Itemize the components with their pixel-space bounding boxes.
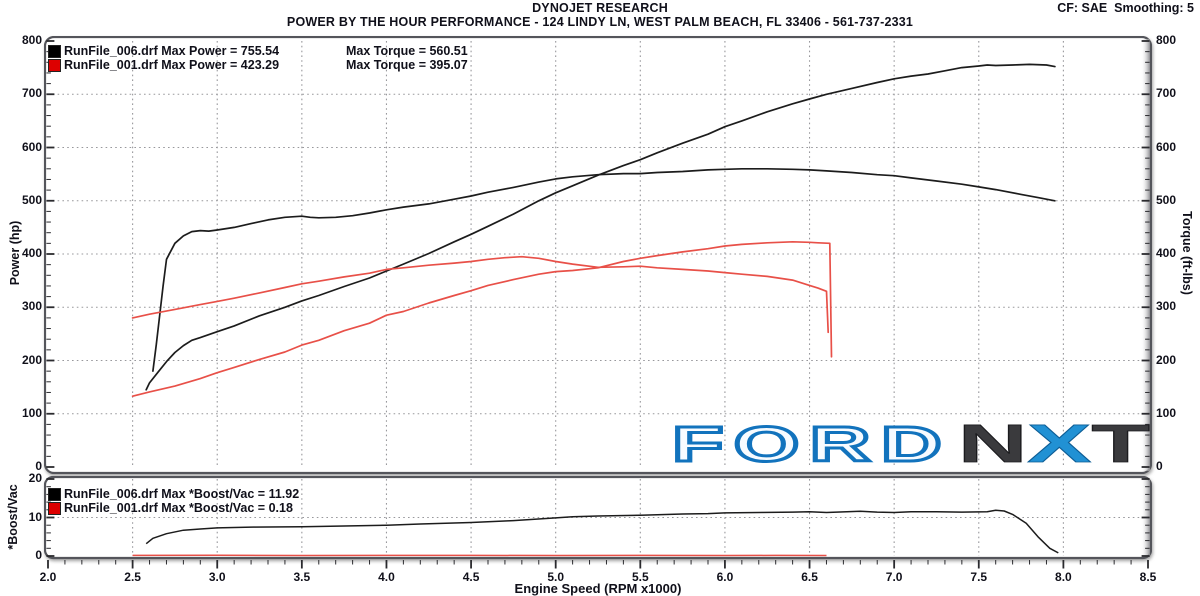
- legend-row-boost-run001: RunFile_001.drf Max *Boost/Vac = 0.18: [48, 501, 299, 515]
- run001-torque-curve: [131, 255, 830, 334]
- run006-power-curve: [145, 63, 1056, 391]
- boost-tick-label: 10: [28, 509, 42, 524]
- boost-chart: [44, 476, 1152, 560]
- run006-boost-curve: [145, 509, 1059, 554]
- power-torque-chart: [44, 36, 1152, 474]
- rpm-tick-label: 3.5: [293, 570, 311, 584]
- smoothing-label: Smoothing: 5: [1114, 1, 1194, 15]
- torque-tick-label: 300: [1156, 299, 1177, 314]
- rpm-tick-label: 3.0: [208, 570, 226, 584]
- legend-boost-run006: RunFile_006.drf Max *Boost/Vac = 11.92: [64, 487, 300, 501]
- torque-tick-label: 100: [1156, 405, 1177, 420]
- rpm-tick-label: 5.0: [547, 570, 565, 584]
- main-chart-legend: RunFile_006.drf Max Power = 755.54 Max T…: [48, 44, 468, 72]
- main-chart-gridlines: [48, 41, 1148, 467]
- report-subtitle: POWER BY THE HOUR PERFORMANCE - 124 LIND…: [286, 15, 914, 29]
- legend-row-run001: RunFile_001.drf Max Power = 423.29 Max T…: [48, 58, 468, 72]
- legend-run001-torque: Max Torque = 395.07: [346, 58, 468, 72]
- rpm-tick-label: 4.0: [378, 570, 395, 584]
- main-chart-border: [44, 36, 1152, 474]
- main-chart-right-bevel: [1141, 39, 1150, 471]
- rpm-tick-label: 6.5: [801, 570, 818, 584]
- power-tick-label: 0: [35, 459, 42, 473]
- legend-row-boost-run006: RunFile_006.drf Max *Boost/Vac = 11.92: [48, 487, 299, 501]
- rpm-tick-label: 7.5: [970, 570, 988, 584]
- torque-tick-label: 800: [1156, 33, 1177, 47]
- legend-swatch-boost-run001: [48, 501, 61, 515]
- power-tick-label: 400: [21, 246, 42, 260]
- rpm-tick-label: 4.5: [462, 570, 480, 584]
- rpm-tick-label: 5.5: [631, 570, 649, 584]
- legend-swatch-boost-run006: [48, 487, 61, 501]
- rpm-tick-label: 8.0: [1055, 570, 1072, 584]
- power-tick-label: 300: [21, 299, 42, 314]
- torque-tick-label: 0: [1156, 459, 1163, 473]
- main-chart-axis-ticks: [46, 40, 1150, 468]
- legend-run006-torque: Max Torque = 560.51: [346, 44, 468, 58]
- cf-label: CF: SAE: [1057, 1, 1108, 15]
- torque-tick-label: 400: [1156, 246, 1177, 260]
- rpm-tick-label: 2.0: [39, 570, 57, 584]
- rpm-tick-label: 7.0: [885, 570, 903, 584]
- correction-smoothing-info: CF: SAE Smoothing: 5: [1057, 1, 1194, 15]
- report-title: DYNOJET RESEARCH: [532, 1, 668, 15]
- legend-run001-power: RunFile_001.drf Max Power = 423.29: [64, 58, 280, 72]
- legend-boost-run001: RunFile_001.drf Max *Boost/Vac = 0.18: [64, 501, 293, 515]
- rpm-tick-label: 6.0: [716, 570, 734, 584]
- torque-tick-label: 200: [1156, 352, 1177, 367]
- power-tick-label: 700: [21, 86, 42, 101]
- boost-tick-label: 20: [28, 471, 42, 485]
- legend-swatch-run006: [48, 44, 61, 58]
- boost-tick-label: 0: [35, 548, 42, 562]
- boost-chart-legend: RunFile_006.drf Max *Boost/Vac = 11.92 R…: [48, 487, 299, 515]
- main-chart-curves: [131, 63, 1056, 398]
- power-tick-label: 200: [21, 352, 42, 367]
- torque-tick-label: 700: [1156, 86, 1177, 101]
- rpm-tick-label: 2.5: [124, 570, 141, 584]
- power-tick-label: 100: [21, 405, 42, 420]
- rpm-axis-tick-strip: [47, 560, 1149, 569]
- legend-swatch-run001: [48, 58, 61, 72]
- rpm-tick-label: 8.5: [1139, 570, 1157, 584]
- torque-tick-label: 600: [1156, 139, 1177, 154]
- boost-chart-border: [44, 476, 1152, 560]
- torque-tick-label: 500: [1156, 192, 1177, 207]
- power-tick-label: 600: [21, 139, 42, 154]
- legend-run006-power: RunFile_006.drf Max Power = 755.54: [64, 44, 280, 58]
- run006-torque-curve: [152, 167, 1056, 372]
- power-tick-label: 500: [21, 192, 42, 207]
- run001-power-curve: [131, 240, 833, 398]
- rpm-axis-title: Engine Speed (RPM x1000): [514, 581, 682, 596]
- legend-row-run006: RunFile_006.drf Max Power = 755.54 Max T…: [48, 44, 468, 58]
- fordnxt-ford-text: FORD: [672, 421, 952, 468]
- power-tick-label: 800: [21, 33, 42, 47]
- boost-chart-axis-ticks: [46, 478, 1150, 557]
- boost-chart-curves: [132, 509, 1059, 557]
